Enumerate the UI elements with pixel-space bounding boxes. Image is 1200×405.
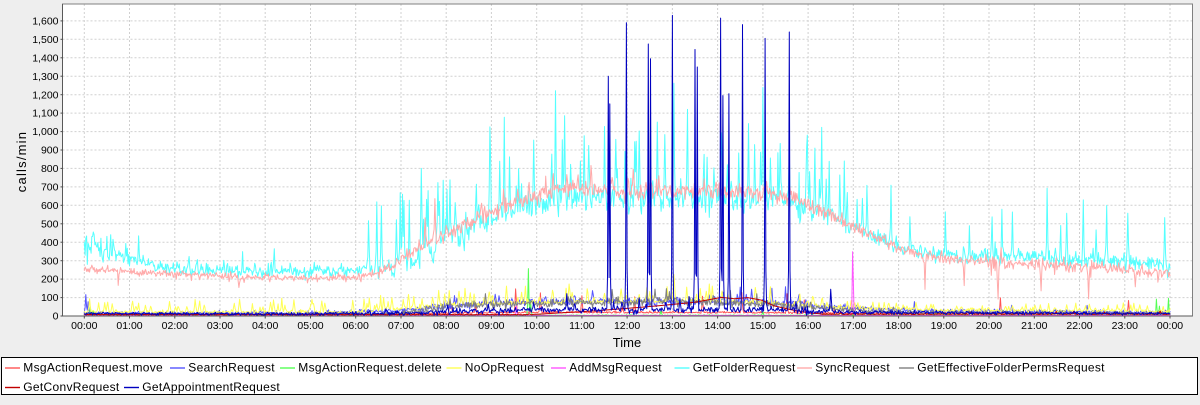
svg-text:1,300: 1,300 [32, 71, 58, 83]
svg-text:400: 400 [41, 237, 59, 249]
svg-text:1,500: 1,500 [32, 34, 58, 46]
svg-text:AddMsgRequest: AddMsgRequest [569, 361, 662, 375]
svg-text:GetEffectiveFolderPermsRequest: GetEffectiveFolderPermsRequest [917, 361, 1105, 375]
svg-text:04:00: 04:00 [252, 320, 278, 332]
svg-text:18:00: 18:00 [885, 320, 911, 332]
svg-text:07:00: 07:00 [388, 320, 414, 332]
svg-text:00:00: 00:00 [71, 320, 97, 332]
svg-text:800: 800 [41, 163, 59, 175]
svg-text:10:00: 10:00 [524, 320, 550, 332]
svg-text:NoOpRequest: NoOpRequest [465, 361, 545, 375]
svg-text:1,200: 1,200 [32, 89, 58, 101]
svg-text:GetFolderRequest: GetFolderRequest [693, 361, 796, 375]
svg-text:700: 700 [41, 182, 59, 194]
svg-text:0: 0 [53, 311, 59, 323]
svg-text:1,400: 1,400 [32, 52, 58, 64]
svg-text:1,100: 1,100 [32, 108, 58, 120]
svg-text:Time: Time [613, 335, 641, 350]
svg-text:11:00: 11:00 [569, 320, 595, 332]
svg-text:12:00: 12:00 [614, 320, 640, 332]
svg-text:17:00: 17:00 [840, 320, 866, 332]
svg-text:200: 200 [41, 274, 59, 286]
svg-text:900: 900 [41, 145, 59, 157]
svg-text:19:00: 19:00 [931, 320, 957, 332]
svg-text:1,000: 1,000 [32, 126, 58, 138]
svg-text:500: 500 [41, 218, 59, 230]
svg-text:16:00: 16:00 [795, 320, 821, 332]
svg-text:06:00: 06:00 [343, 320, 369, 332]
svg-text:GetConvRequest: GetConvRequest [23, 380, 120, 394]
svg-text:03:00: 03:00 [207, 320, 233, 332]
svg-text:09:00: 09:00 [478, 320, 504, 332]
svg-text:15:00: 15:00 [750, 320, 776, 332]
svg-text:21:00: 21:00 [1021, 320, 1047, 332]
svg-text:23:00: 23:00 [1112, 320, 1138, 332]
svg-text:02:00: 02:00 [162, 320, 188, 332]
svg-text:GetAppointmentRequest: GetAppointmentRequest [142, 380, 280, 394]
svg-text:100: 100 [41, 292, 59, 304]
svg-text:MsgActionRequest.move: MsgActionRequest.move [23, 361, 163, 375]
svg-text:calls/min: calls/min [14, 131, 29, 192]
svg-text:01:00: 01:00 [116, 320, 142, 332]
svg-text:SyncRequest: SyncRequest [815, 361, 890, 375]
svg-text:1,600: 1,600 [32, 16, 58, 28]
svg-text:SearchRequest: SearchRequest [188, 361, 275, 375]
svg-text:300: 300 [41, 255, 59, 267]
svg-text:13:00: 13:00 [659, 320, 685, 332]
svg-text:00:00: 00:00 [1157, 320, 1183, 332]
svg-text:05:00: 05:00 [297, 320, 323, 332]
svg-text:22:00: 22:00 [1066, 320, 1092, 332]
svg-text:14:00: 14:00 [704, 320, 730, 332]
svg-text:600: 600 [41, 200, 59, 212]
svg-text:08:00: 08:00 [433, 320, 459, 332]
svg-text:MsgActionRequest.delete: MsgActionRequest.delete [298, 361, 442, 375]
svg-text:20:00: 20:00 [976, 320, 1002, 332]
